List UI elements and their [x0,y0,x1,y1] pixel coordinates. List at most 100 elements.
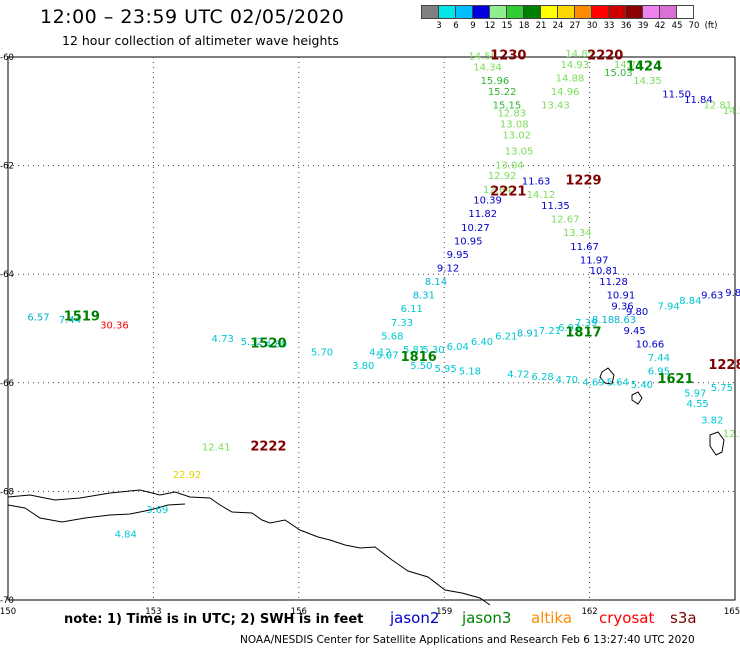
legend-unit: (ft) [704,21,718,31]
latitude-label: -64 [0,270,14,280]
wave-height-value: 4.89 [265,340,287,351]
coastline-path-inner [7,503,186,523]
pass-time-label: 2222 [250,440,286,455]
wave-height-value: 6.93 [558,323,580,334]
pass-time-label: 2220 [587,49,623,64]
satellite-label-cryosat: cryosat [599,609,655,627]
island-1 [599,367,615,385]
legend-label: 36 [620,21,632,31]
wave-height-value: 4.84 [115,530,137,541]
island-3 [709,431,725,456]
wave-height-value: 5.81 [403,345,425,356]
wave-height-value: 4.73 [212,334,234,345]
wave-height-value: 8.18 [592,315,614,326]
wave-height-value: 13.43 [541,101,570,112]
wave-height-value: 9.80 [626,307,648,318]
page-subtitle: 12 hour collection of altimeter wave hei… [62,33,339,48]
legend-label: 42 [654,21,666,31]
wave-height-value: 5.64 [607,378,629,389]
wave-height-value: 6.21 [495,331,517,342]
wave-height-value: 11.28 [599,277,628,288]
antarctic-coastline [7,367,725,606]
wave-height-value: 9.95 [447,250,469,261]
pass-time-label: 1817 [565,326,601,341]
legend-label: 6 [453,21,459,31]
wave-height-value: 6.95 [648,367,670,378]
pass-time-label: 1816 [401,350,437,365]
latitude-label: -70 [0,596,14,606]
wave-height-value: 5.30 [422,345,444,356]
wave-height-value: 5.50 [410,361,432,372]
wave-height-value: 3.80 [352,361,374,372]
wave-height-value: 6.40 [471,337,493,348]
wave-height-value: 7.21 [539,326,561,337]
wave-height-value: 6.57 [27,312,49,323]
map-grid: 150 153 156 159 162 165 -60 -62 -64 -66 -68 -70 [0,53,740,617]
satellite-label-altika: altika [531,609,573,627]
wave-height-value: 10.66 [636,340,665,351]
legend-label: 39 [637,21,649,31]
wave-height-value: 6.11 [401,304,423,315]
legend-label: 24 [552,21,564,31]
longitude-label: 153 [145,607,161,617]
longitude-label: 159 [436,607,452,617]
satellite-label-jason3: jason3 [462,609,512,627]
wave-height-value: 11.67 [570,242,599,253]
wave-height-value: 14.12 [527,190,556,201]
legend-color-bar [421,5,694,19]
wave-height-value: 15.96 [481,76,510,87]
wave-height-value: 9.63 [701,291,723,302]
latitude-label: -66 [0,379,14,389]
legend-swatch [676,5,694,19]
wave-height-value: 14.34 [473,63,502,74]
wave-height-value: 4.72 [507,369,529,380]
footer-note: note: 1) Time is in UTC; 2) SWH is in fe… [64,612,364,627]
legend-label: 15 [501,21,513,31]
latitude-label: -60 [0,53,14,63]
satellite-label-jason2: jason2 [390,609,440,627]
wave-height-value: 10.27 [461,223,490,234]
legend-labels: 3 6 9 12 15 18 21 24 27 30 33 36 39 42 45 70 (ft) [421,21,717,33]
longitude-label: 156 [291,607,307,617]
latitude-label: -62 [0,162,14,172]
legend-label: 70 [688,21,700,31]
legend-label: 21 [535,21,547,31]
wave-height-value: 22.92 [173,470,202,481]
wave-height-value: 7.39 [575,318,597,329]
legend-label: 30 [586,21,598,31]
wave-height-value: 14.93 [561,60,590,71]
wave-height-value: 10.91 [607,291,636,302]
wave-height-value: 12.92 [488,171,517,182]
wave-height-value: 3.69 [146,505,168,516]
wave-height-value: 3.82 [701,416,723,427]
longitude-label: 162 [581,607,597,617]
wave-height-value: 9.82 [725,288,740,299]
wave-height-value: 9.36 [611,301,633,312]
wave-height-value: 8.91 [517,329,539,340]
longitude-label: 150 [0,607,16,617]
wave-height-value: 5.40 [631,380,653,391]
wave-height-value: 5.70 [311,348,333,359]
pass-time-label: 1519 [64,309,100,324]
wave-height-value: 14.96 [551,87,580,98]
wave-height-value: 11.35 [541,201,570,212]
wave-height-value: 11.84 [684,95,713,106]
wave-height-value: 6.28 [531,372,553,383]
wave-height-value: 12.81 [703,101,732,112]
wave-height-value: 5.68 [381,331,403,342]
legend-label: 33 [603,21,615,31]
wave-height-value: 13.04 [495,160,524,171]
wave-height-value: 11.63 [522,177,551,188]
legend-label: 27 [569,21,581,31]
pass-time-label: 1230 [490,49,526,64]
wave-height-value: 11.50 [662,90,691,101]
wave-height-value: 12.83 [498,109,527,120]
wave-height-value: 13.34 [563,228,592,239]
legend-label: 3 [436,21,442,31]
wave-height-value: 12.41 [202,443,231,454]
wave-height-value: 15.22 [488,87,517,98]
wave-height-value: 4.70 [556,375,578,386]
pass-time-label: 2221 [490,184,526,199]
